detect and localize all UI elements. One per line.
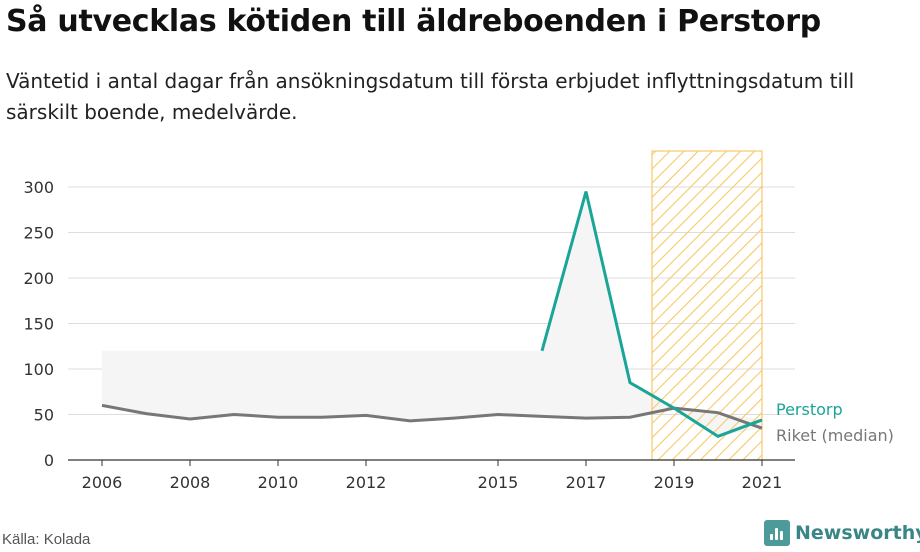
bar-chart-icon — [764, 520, 790, 546]
chart-subtitle: Väntetid i antal dagar från ansökningsda… — [6, 69, 855, 124]
x-tick-label: 2021 — [742, 473, 783, 492]
range-band-area — [102, 191, 762, 437]
x-tick-label: 2017 — [566, 473, 607, 492]
range-band — [102, 191, 762, 437]
brand-logo: Newsworthy — [764, 520, 920, 546]
y-tick-label: 150 — [23, 315, 54, 334]
highlight-range — [651, 150, 763, 461]
x-tick-label: 2010 — [258, 473, 299, 492]
x-tick-label: 2012 — [346, 473, 387, 492]
y-tick-label: 50 — [34, 406, 54, 425]
series-lines — [101, 191, 763, 439]
source-note: Källa: Kolada — [2, 531, 91, 548]
x-tick-label: 2015 — [478, 473, 519, 492]
y-axis-ticks: 0 50 100 150 200 250 300 — [23, 178, 54, 470]
series-line-perstorp — [540, 191, 763, 439]
y-tick-label: 0 — [44, 451, 54, 470]
x-axis — [68, 459, 795, 466]
x-tick-label: 2006 — [82, 473, 123, 492]
x-axis-ticks: 2006 2008 2010 2012 2015 2017 2019 2021 — [82, 473, 783, 492]
brand-name: Newsworthy — [795, 522, 920, 544]
series-line-riket — [101, 403, 763, 430]
y-tick-label: 250 — [23, 224, 54, 243]
x-tick-label: 2008 — [170, 473, 211, 492]
series-label-perstorp: Perstorp — [776, 400, 843, 419]
x-tick-label: 2019 — [654, 473, 695, 492]
y-tick-label: 200 — [23, 269, 54, 288]
highlight-range-rect — [651, 150, 763, 461]
y-tick-label: 100 — [23, 360, 54, 379]
series-label-riket: Riket (median) — [776, 426, 894, 445]
chart-title: Så utvecklas kötiden till äldreboenden i… — [6, 4, 821, 39]
series-labels: Perstorp Riket (median) — [776, 400, 894, 445]
y-tick-label: 300 — [23, 178, 54, 197]
